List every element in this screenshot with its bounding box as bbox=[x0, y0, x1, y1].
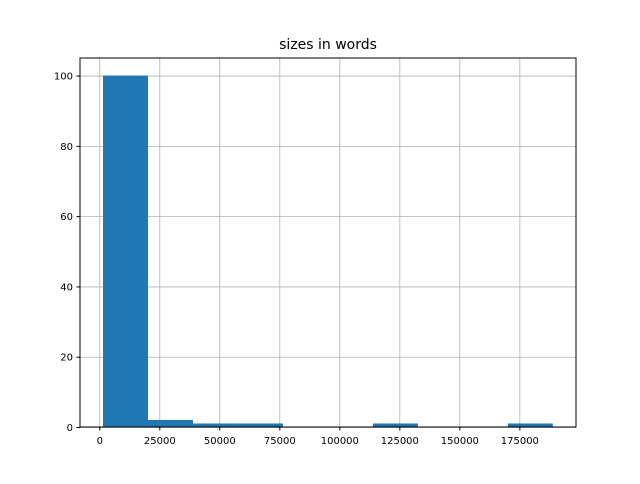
x-tick-label: 75000 bbox=[264, 436, 296, 447]
y-axis: 0 20 40 60 80 100 bbox=[54, 72, 80, 434]
histogram-bar bbox=[237, 423, 283, 427]
y-tick-label: 20 bbox=[60, 353, 73, 364]
bars bbox=[102, 75, 553, 428]
x-tick-label: 0 bbox=[97, 436, 103, 447]
chart-title: sizes in words bbox=[279, 37, 377, 53]
histogram-bar bbox=[192, 423, 238, 427]
x-tick-label: 125000 bbox=[381, 436, 419, 447]
x-tick-label: 150000 bbox=[441, 436, 479, 447]
grid bbox=[80, 58, 576, 428]
y-tick-label: 0 bbox=[67, 423, 73, 434]
plot-frame bbox=[79, 57, 577, 428]
histogram-bar bbox=[147, 419, 193, 427]
x-tick-label: 25000 bbox=[144, 436, 176, 447]
y-tick-label: 40 bbox=[60, 282, 73, 293]
x-tick-label: 175000 bbox=[501, 436, 539, 447]
y-tick-label: 80 bbox=[60, 142, 73, 153]
y-tick-label: 100 bbox=[54, 72, 73, 83]
histogram-bar bbox=[102, 75, 148, 428]
y-tick-label: 60 bbox=[60, 212, 73, 223]
x-tick-label: 50000 bbox=[204, 436, 236, 447]
x-tick-label: 100000 bbox=[321, 436, 359, 447]
histogram-bar bbox=[507, 423, 553, 427]
histogram-bar bbox=[372, 423, 418, 427]
x-axis: 0 25000 50000 75000 100000 125000 150000 175000 bbox=[97, 427, 539, 447]
